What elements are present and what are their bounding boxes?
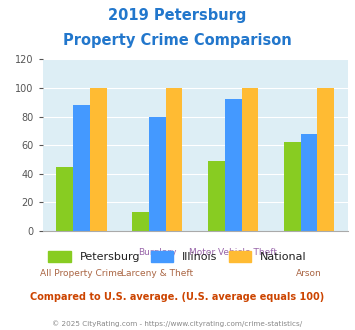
Legend: Petersburg, Illinois, National: Petersburg, Illinois, National	[44, 247, 311, 267]
Bar	[166, 88, 182, 231]
Bar	[301, 134, 317, 231]
Bar	[317, 88, 334, 231]
Text: Arson: Arson	[296, 269, 322, 278]
Bar	[225, 99, 241, 231]
Bar	[284, 142, 301, 231]
Text: All Property Crime: All Property Crime	[40, 269, 123, 278]
Bar	[90, 88, 106, 231]
Bar	[208, 161, 225, 231]
Text: Compared to U.S. average. (U.S. average equals 100): Compared to U.S. average. (U.S. average …	[31, 292, 324, 302]
Text: Motor Vehicle Theft: Motor Vehicle Theft	[189, 248, 277, 257]
Bar	[241, 88, 258, 231]
Text: © 2025 CityRating.com - https://www.cityrating.com/crime-statistics/: © 2025 CityRating.com - https://www.city…	[53, 320, 302, 327]
Bar	[149, 116, 166, 231]
Bar	[73, 105, 90, 231]
Bar	[56, 167, 73, 231]
Text: 2019 Petersburg: 2019 Petersburg	[108, 8, 247, 23]
Bar	[132, 213, 149, 231]
Text: Larceny & Theft: Larceny & Theft	[121, 269, 193, 278]
Text: Property Crime Comparison: Property Crime Comparison	[63, 33, 292, 48]
Text: Burglary: Burglary	[138, 248, 176, 257]
